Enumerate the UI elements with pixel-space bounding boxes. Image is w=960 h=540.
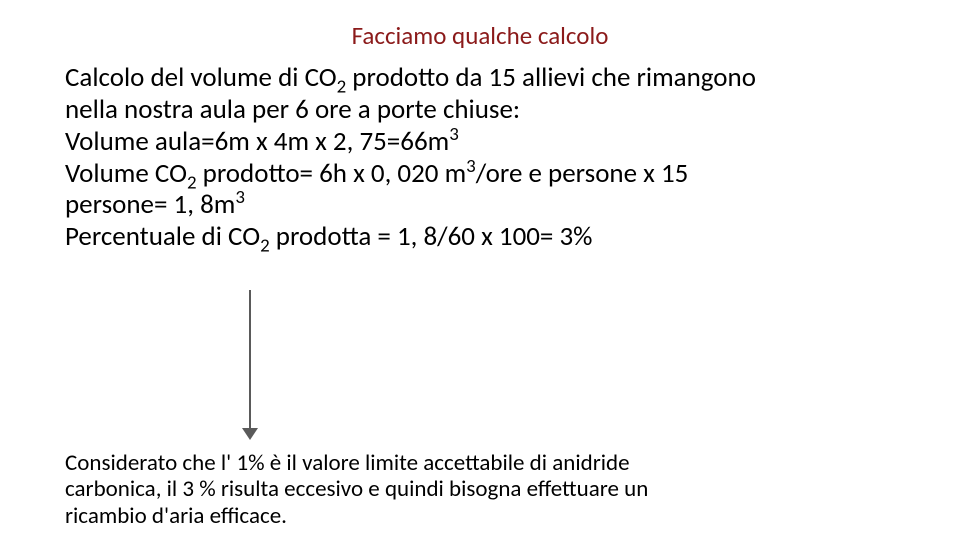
slide: Facciamo qualche calcolo Calcolo del vol…	[0, 0, 960, 540]
down-arrow	[240, 290, 260, 440]
left-sidebar-accent	[0, 0, 10, 540]
slide-title: Facciamo qualche calcolo	[0, 20, 960, 51]
paragraph-2: Considerato che l' 1% è il valore limite…	[65, 450, 895, 529]
arrow-shaft	[249, 290, 251, 430]
paragraph-1: Calcolo del volume di CO2 prodotto da 15…	[65, 62, 905, 253]
title-text: Facciamo qualche calcolo	[352, 20, 609, 51]
arrow-head	[242, 428, 258, 440]
